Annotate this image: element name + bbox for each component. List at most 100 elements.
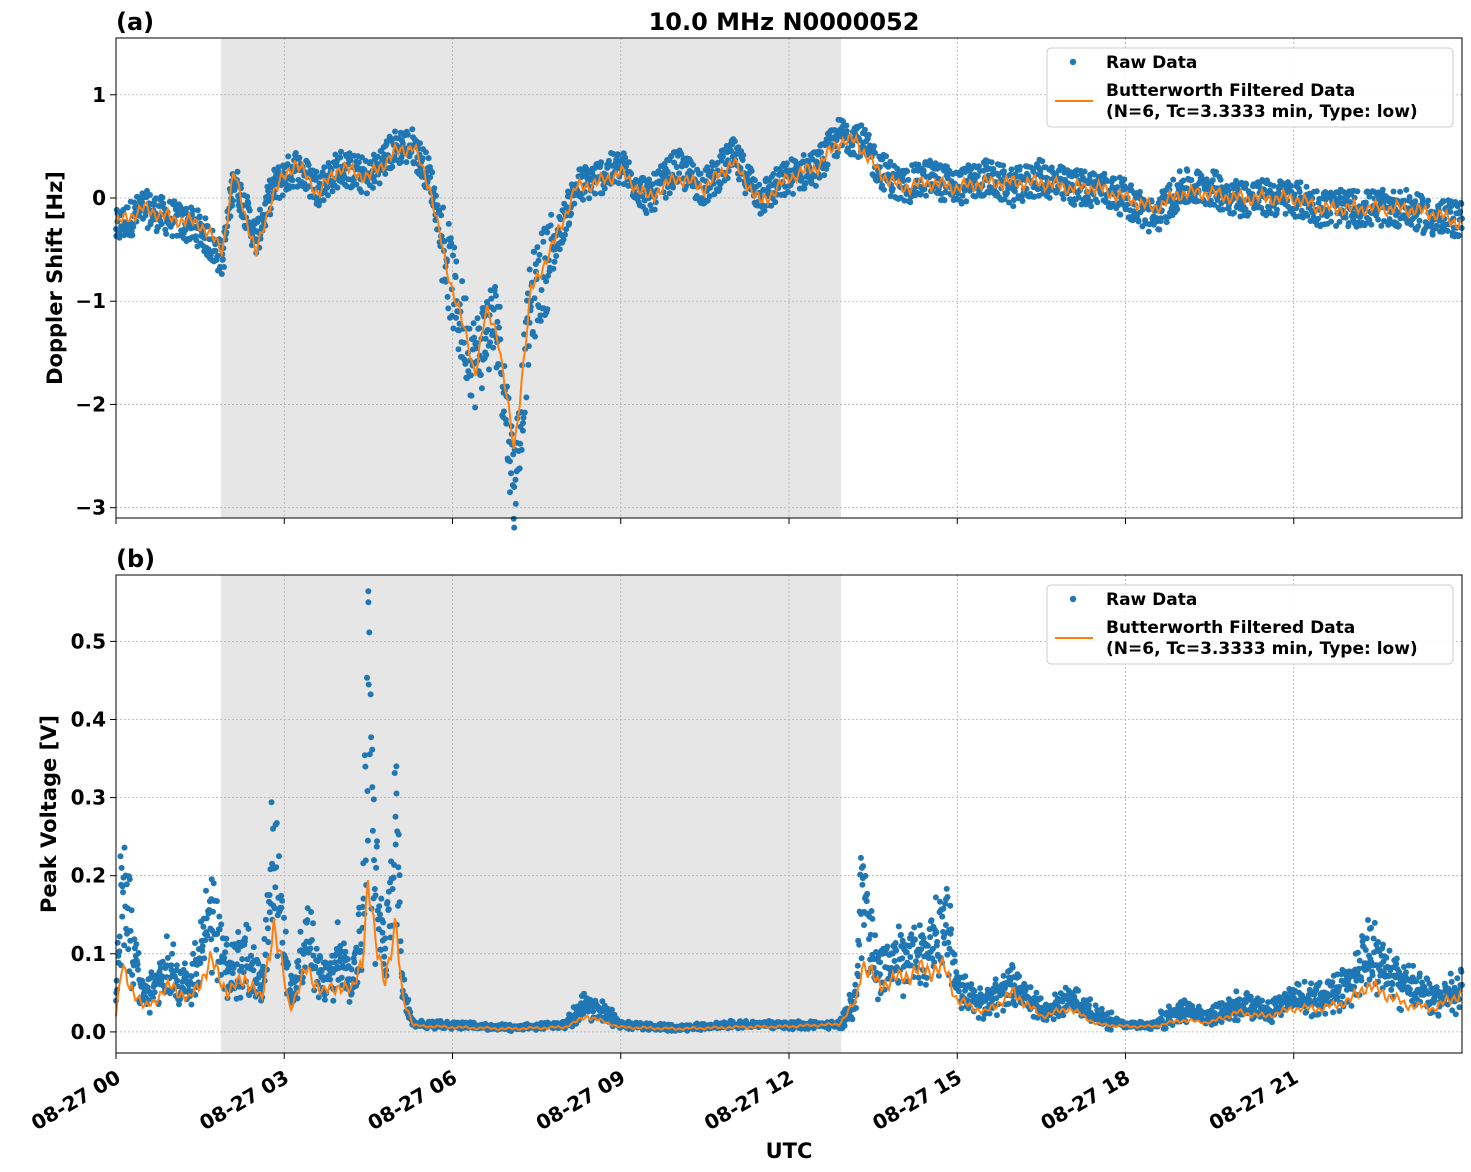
raw-data-point (350, 976, 357, 983)
raw-data-point (1008, 166, 1015, 173)
raw-data-point (506, 458, 513, 465)
raw-data-point (962, 973, 969, 980)
raw-data-point (1296, 188, 1303, 195)
raw-data-point (843, 122, 850, 129)
raw-data-point (599, 190, 606, 197)
raw-data-point (429, 169, 436, 176)
raw-data-point (121, 844, 128, 851)
raw-data-point (313, 945, 320, 952)
raw-data-point (1313, 188, 1320, 195)
raw-data-point (315, 994, 322, 1001)
raw-data-point (483, 351, 490, 358)
raw-data-point (1345, 220, 1352, 227)
raw-data-point (1209, 177, 1216, 184)
raw-data-point (194, 207, 201, 214)
raw-data-point (510, 515, 517, 522)
raw-data-point (1050, 1016, 1057, 1023)
raw-data-point (353, 944, 360, 951)
raw-data-point (273, 820, 280, 826)
raw-data-point (324, 184, 330, 191)
raw-data-point (315, 199, 322, 206)
raw-data-point (822, 142, 829, 149)
raw-data-point (133, 941, 140, 948)
raw-data-point (1376, 196, 1383, 203)
raw-data-point (1080, 1008, 1086, 1015)
raw-data-point (1046, 194, 1053, 201)
raw-data-point (366, 751, 373, 758)
raw-data-point (511, 484, 518, 490)
raw-data-point (147, 192, 153, 198)
raw-data-point (1000, 162, 1007, 169)
raw-data-point (285, 153, 292, 160)
raw-data-point (1073, 172, 1080, 179)
raw-data-point (473, 345, 480, 352)
raw-data-point (862, 872, 869, 879)
raw-data-point (1000, 1007, 1007, 1014)
raw-data-point (520, 414, 527, 421)
raw-data-point (334, 919, 341, 926)
raw-data-point (881, 186, 887, 193)
raw-data-point (221, 954, 228, 961)
raw-data-point (278, 892, 285, 899)
raw-data-point (992, 976, 999, 983)
raw-data-point (459, 278, 466, 285)
raw-data-point (478, 385, 485, 392)
raw-data-point (891, 958, 898, 964)
raw-data-point (770, 171, 777, 177)
raw-data-point (442, 278, 449, 285)
raw-data-point (1107, 1026, 1114, 1033)
raw-data-point (229, 202, 236, 209)
raw-data-point (264, 925, 271, 932)
raw-data-point (368, 734, 375, 741)
raw-data-point (188, 973, 195, 980)
raw-data-point (204, 932, 211, 939)
raw-data-point (320, 197, 327, 204)
raw-data-point (1150, 215, 1157, 222)
raw-data-point (728, 148, 735, 155)
raw-data-point (922, 981, 929, 988)
raw-data-point (279, 897, 286, 904)
raw-data-point (864, 890, 871, 897)
raw-data-point (267, 211, 274, 218)
raw-data-point (545, 272, 551, 279)
raw-data-point (173, 962, 180, 969)
raw-data-point (496, 303, 503, 310)
raw-data-point (971, 177, 978, 184)
raw-data-point (466, 325, 473, 332)
raw-data-point (289, 177, 296, 184)
raw-data-point (590, 1008, 597, 1015)
legend-a-filtered-label: Butterworth Filtered Data (1106, 81, 1355, 101)
raw-data-point (874, 996, 881, 1003)
raw-data-point (372, 892, 379, 899)
raw-data-point (1094, 1007, 1101, 1014)
raw-data-point (1000, 972, 1007, 979)
raw-data-point (391, 770, 398, 776)
raw-data-point (417, 165, 424, 172)
raw-data-point (1092, 1002, 1099, 1009)
raw-data-point (123, 881, 130, 888)
raw-data-point (422, 149, 429, 156)
raw-data-point (365, 588, 372, 595)
raw-data-point (452, 274, 459, 281)
raw-data-point (453, 314, 459, 321)
raw-data-point (305, 162, 312, 168)
raw-data-point (256, 206, 263, 213)
raw-data-point (221, 264, 227, 270)
raw-data-point (308, 937, 315, 943)
raw-data-point (951, 958, 958, 965)
raw-data-point (168, 962, 175, 969)
raw-data-point (273, 864, 280, 871)
legend-a-raw-label: Raw Data (1106, 53, 1197, 73)
raw-data-point (353, 181, 360, 188)
raw-data-point (210, 908, 216, 915)
raw-data-point (585, 1008, 592, 1015)
raw-data-point (521, 409, 528, 416)
raw-data-point (1327, 210, 1334, 217)
raw-data-point (373, 843, 380, 850)
raw-data-point (438, 212, 445, 219)
raw-data-point (917, 980, 924, 987)
raw-data-point (604, 164, 611, 171)
raw-data-point (1328, 218, 1335, 225)
raw-data-point (369, 784, 376, 791)
raw-data-point (129, 232, 136, 239)
